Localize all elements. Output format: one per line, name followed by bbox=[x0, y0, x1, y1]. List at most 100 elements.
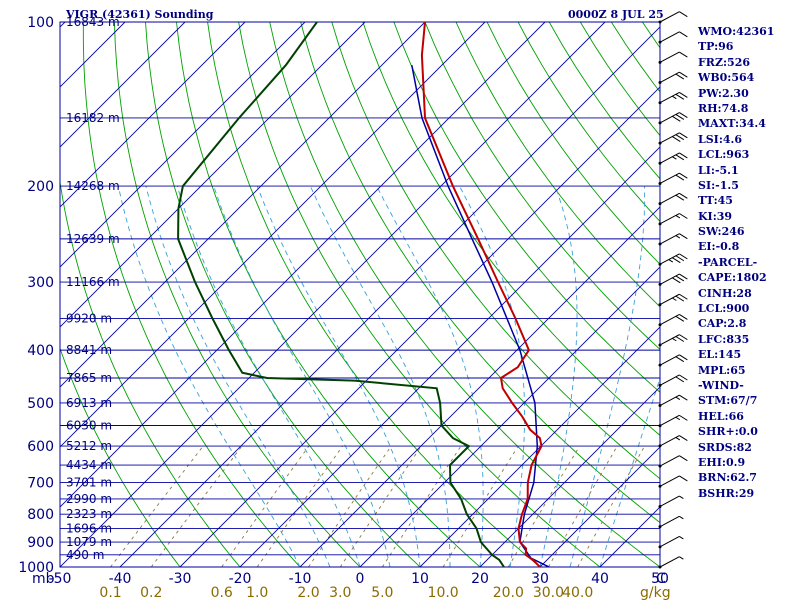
index-entry: BSHR:29 bbox=[698, 486, 755, 500]
mixing-ratio-label: 3.0 bbox=[329, 585, 351, 600]
temperature-tick-label: 0 bbox=[356, 571, 365, 587]
isotherm bbox=[239, 146, 660, 567]
index-entry: SHR+:0.0 bbox=[698, 425, 758, 439]
temperature-unit-label: C bbox=[656, 571, 666, 587]
isotherm bbox=[60, 22, 366, 328]
mixing-ratio-label: 0.1 bbox=[99, 585, 121, 600]
wind-barb bbox=[658, 11, 688, 24]
mixing-ratio-label: 2.0 bbox=[297, 585, 319, 600]
dry-adiabat bbox=[300, 22, 660, 524]
isotherm bbox=[60, 22, 306, 268]
wind-barb bbox=[658, 455, 688, 468]
height-level-label: 14268 m bbox=[66, 179, 120, 193]
index-entry: SRDS:82 bbox=[698, 440, 752, 454]
index-entry: STM:67/7 bbox=[698, 394, 758, 408]
height-level-label: 5212 m bbox=[66, 439, 112, 453]
pressure-tick-label: 400 bbox=[27, 343, 54, 359]
mixing-ratio-label: 20.0 bbox=[493, 585, 524, 600]
mixing-ratio-label: 5.0 bbox=[371, 585, 393, 600]
isotherm bbox=[419, 326, 660, 567]
mixing-ratio-line bbox=[339, 445, 422, 567]
dry-adiabats bbox=[60, 22, 660, 567]
wind-barb bbox=[658, 172, 688, 185]
wind-barbs bbox=[658, 11, 688, 569]
index-entry: LCL:963 bbox=[698, 148, 750, 162]
pressure-tick-label: 500 bbox=[27, 396, 54, 412]
chart-title: VIGR (42361) Sounding bbox=[66, 8, 214, 21]
moist-adiabat bbox=[117, 186, 301, 567]
index-entry: TP:96 bbox=[698, 40, 734, 54]
height-level-label: 16182 m bbox=[66, 111, 120, 125]
height-level-label: 16843 m bbox=[66, 15, 120, 29]
isotherm bbox=[60, 22, 606, 567]
index-entry: PW:2.30 bbox=[698, 86, 749, 100]
height-level-label: 6913 m bbox=[66, 396, 112, 410]
mixing-ratio-line bbox=[577, 445, 645, 567]
mixing-ratio-label: 1.0 bbox=[246, 585, 268, 600]
mixing-ratio-unit-label: g/kg bbox=[640, 585, 671, 600]
isotherm bbox=[60, 22, 246, 208]
moist-adiabat bbox=[539, 185, 578, 567]
dewpoint-trace bbox=[177, 22, 505, 567]
wind-barb bbox=[658, 536, 684, 549]
index-entry: HEL:66 bbox=[698, 409, 744, 423]
height-level-label: 12639 m bbox=[66, 232, 120, 246]
moist-adiabat bbox=[256, 185, 421, 567]
isotherm bbox=[539, 446, 660, 567]
index-entry: MAXT:34.4 bbox=[698, 117, 766, 131]
index-entry: SW:246 bbox=[698, 225, 745, 239]
mixing-ratio-label: 10.0 bbox=[428, 585, 459, 600]
dry-adiabat bbox=[82, 22, 301, 567]
index-entry: WMO:42361 bbox=[698, 25, 775, 38]
height-level-label: 6030 m bbox=[66, 418, 112, 432]
wind-barb bbox=[658, 192, 688, 206]
index-entry: RH:74.8 bbox=[698, 101, 749, 115]
height-level-label: 9920 m bbox=[66, 312, 112, 326]
height-level-label: 7865 m bbox=[66, 371, 112, 385]
index-entry: WB0:564 bbox=[698, 71, 755, 85]
height-level-label: 8841 m bbox=[66, 343, 112, 357]
wind-barb bbox=[658, 414, 688, 428]
isotherm bbox=[0, 22, 5, 567]
height-level-label: 2990 m bbox=[66, 492, 112, 506]
index-entry: FRZ:526 bbox=[698, 55, 751, 69]
temperature-tick-label: 50 bbox=[651, 571, 669, 587]
pressure-tick-label: 1000 bbox=[18, 560, 54, 576]
mixing-ratio-label: 0.2 bbox=[140, 585, 162, 600]
index-entry: SI:-1.5 bbox=[698, 178, 739, 192]
wind-barb bbox=[658, 556, 684, 569]
isotherm bbox=[60, 22, 186, 148]
mixing-ratio-line bbox=[442, 445, 519, 567]
wind-barb bbox=[658, 293, 688, 307]
isotherm bbox=[60, 22, 546, 508]
pressure-tick-label: 300 bbox=[27, 275, 54, 291]
wind-barb bbox=[658, 495, 684, 508]
temperature-tick-label: 20 bbox=[471, 571, 489, 587]
index-entry: KI:39 bbox=[698, 209, 733, 223]
index-entry: LFC:835 bbox=[698, 332, 750, 346]
isobars bbox=[60, 21, 660, 568]
pressure-tick-label: 200 bbox=[27, 179, 54, 195]
index-entry: BRN:62.7 bbox=[698, 471, 757, 485]
temperature-tick-label: 40 bbox=[591, 571, 609, 587]
moist-adiabat bbox=[145, 185, 331, 567]
height-level-label: 490 m bbox=[66, 548, 104, 562]
wind-barb bbox=[658, 475, 688, 488]
moist-adiabat bbox=[309, 185, 451, 567]
wind-barb bbox=[658, 273, 688, 286]
temperature-tick-label: 30 bbox=[531, 571, 549, 587]
isotherm bbox=[179, 86, 660, 567]
mixing-ratio-line bbox=[308, 445, 392, 567]
pressure-tick-label: 800 bbox=[27, 507, 54, 523]
wind-barb bbox=[658, 213, 688, 226]
index-entry: EHI:0.9 bbox=[698, 455, 746, 469]
wind-barb bbox=[658, 132, 688, 145]
isotherms bbox=[0, 22, 660, 567]
temperature-tick-label: -20 bbox=[229, 571, 252, 587]
pressure-unit-label: mb bbox=[32, 571, 55, 587]
mixing-ratio-label: 30.0 bbox=[533, 585, 564, 600]
pressure-tick-label: 100 bbox=[27, 15, 54, 31]
wind-barb bbox=[658, 51, 688, 64]
height-level-label: 1079 m bbox=[66, 535, 112, 549]
wind-barb bbox=[658, 435, 688, 448]
